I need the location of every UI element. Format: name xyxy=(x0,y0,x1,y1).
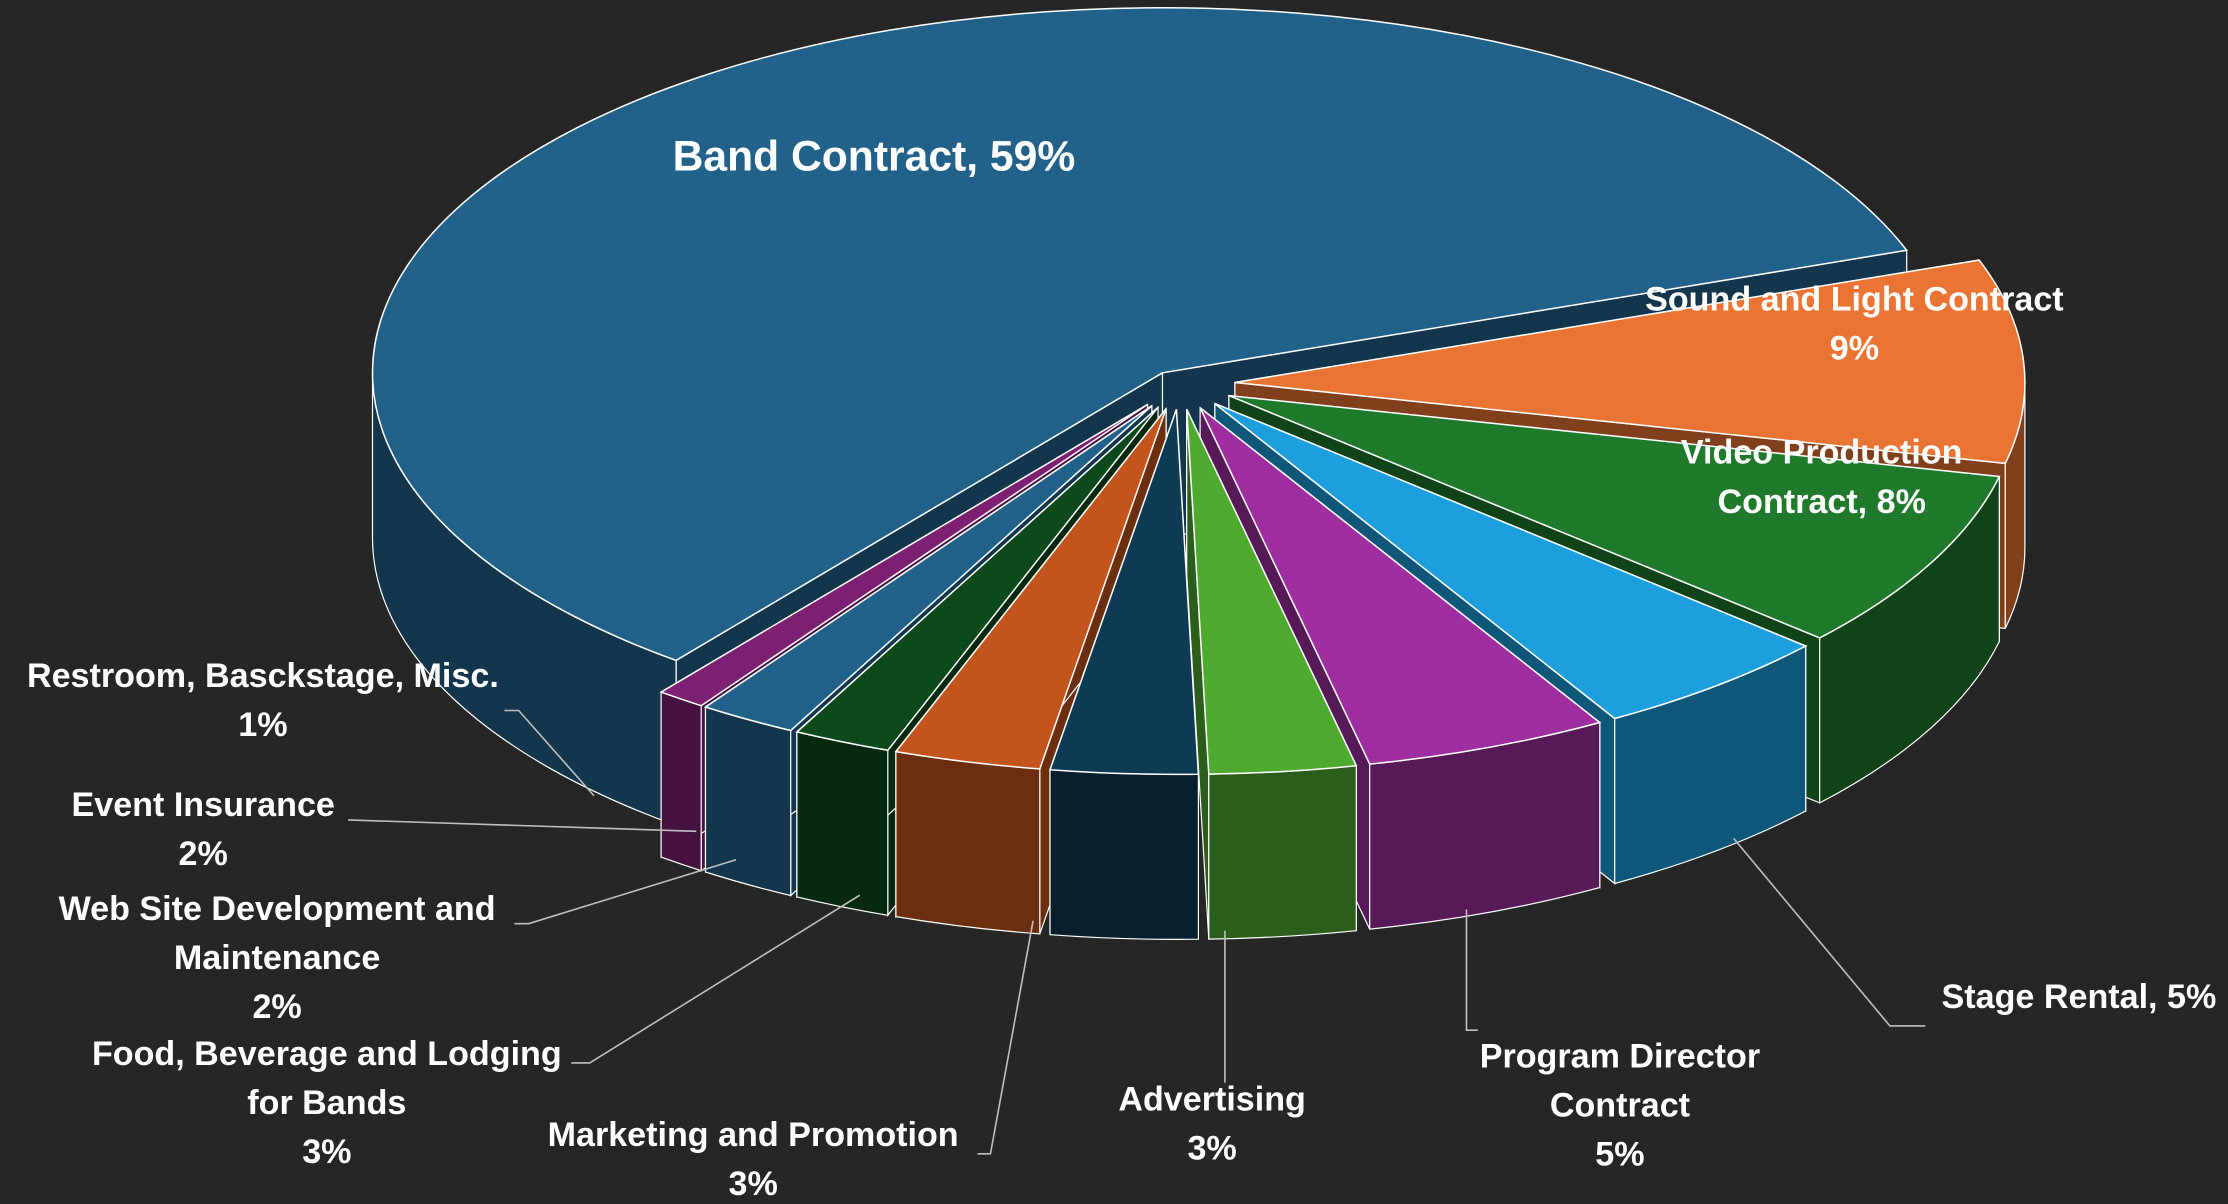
slice-wall xyxy=(660,691,702,872)
data-label: 9% xyxy=(1830,329,1879,367)
leader-line xyxy=(348,819,697,833)
slice-wall xyxy=(704,706,792,897)
data-label: Contract, 8% xyxy=(1718,483,1926,521)
leader-line xyxy=(977,920,1034,1155)
data-label: for Bands xyxy=(247,1084,406,1122)
leader-line xyxy=(1465,909,1478,1032)
data-label: 5% xyxy=(1595,1136,1644,1174)
slice xyxy=(795,406,1159,752)
slice xyxy=(894,408,1167,770)
data-label: Web Site Development and xyxy=(59,890,496,928)
slice-wall xyxy=(796,731,889,917)
leader-line xyxy=(571,894,861,1064)
slice-wall xyxy=(1208,765,1357,940)
data-label: Stage Rental, 5% xyxy=(1942,978,2217,1016)
data-label: 2% xyxy=(252,988,301,1026)
leader-line xyxy=(514,858,737,925)
slice xyxy=(1185,408,1358,775)
slice-wall xyxy=(895,750,1041,935)
data-label: Program Director xyxy=(1480,1038,1760,1076)
data-label: Advertising xyxy=(1118,1080,1306,1118)
slice xyxy=(371,7,1909,662)
data-label: Band Contract, 59% xyxy=(673,132,1076,180)
leader-line xyxy=(1733,837,1926,1027)
data-label: Restroom, Basckstage, Misc. xyxy=(27,657,499,695)
data-label: 3% xyxy=(1187,1129,1236,1167)
data-label: Sound and Light Contract xyxy=(1645,280,2064,318)
slice xyxy=(1199,407,1602,765)
data-label: Contract xyxy=(1550,1087,1690,1125)
slice-wall xyxy=(1049,769,1199,940)
slice xyxy=(1228,394,2001,639)
slice xyxy=(1234,259,2026,465)
data-label: Video Production xyxy=(1681,434,1963,472)
data-label: Event Insurance xyxy=(72,786,335,824)
data-label: 3% xyxy=(302,1133,351,1171)
slice xyxy=(1214,402,1808,720)
slice xyxy=(1048,409,1200,776)
slice xyxy=(659,403,1148,707)
data-label: 2% xyxy=(179,835,228,873)
data-label: 1% xyxy=(238,706,287,744)
data-label: Food, Beverage and Lodging xyxy=(92,1035,562,1073)
data-label: 3% xyxy=(728,1165,777,1203)
slice xyxy=(703,405,1153,732)
data-label: Maintenance xyxy=(174,939,381,977)
data-label: Marketing and Promotion xyxy=(548,1116,959,1154)
leader-line xyxy=(504,709,595,797)
